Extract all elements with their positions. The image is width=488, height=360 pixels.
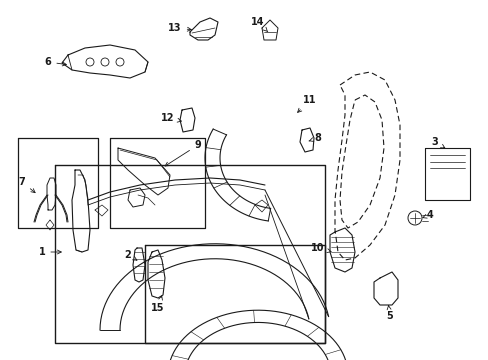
Text: 4: 4 [422,210,432,220]
Text: 14: 14 [251,17,267,32]
Text: 7: 7 [19,177,35,193]
Text: 3: 3 [431,137,444,148]
Text: 5: 5 [386,305,392,321]
Text: 10: 10 [311,243,330,253]
Text: 11: 11 [297,95,316,112]
Text: 1: 1 [39,247,61,257]
Text: 13: 13 [168,23,191,33]
Text: 12: 12 [161,113,181,123]
Text: 2: 2 [124,250,137,260]
Text: 9: 9 [165,140,201,166]
Text: 6: 6 [44,57,66,67]
Text: 15: 15 [151,296,164,313]
Text: 8: 8 [308,133,321,143]
